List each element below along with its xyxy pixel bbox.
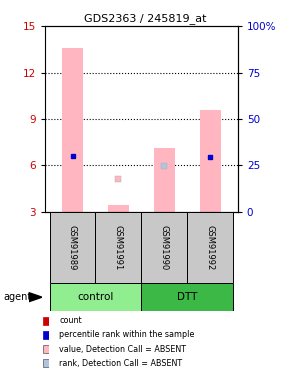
Text: count: count bbox=[59, 316, 82, 325]
Bar bbox=[95, 212, 142, 283]
Bar bbox=[108, 205, 129, 212]
Text: GSM91992: GSM91992 bbox=[206, 225, 215, 270]
Text: GSM91991: GSM91991 bbox=[114, 225, 123, 270]
Text: control: control bbox=[77, 292, 114, 302]
Text: GDS2363 / 245819_at: GDS2363 / 245819_at bbox=[84, 13, 206, 24]
Text: rank, Detection Call = ABSENT: rank, Detection Call = ABSENT bbox=[59, 359, 183, 368]
Text: value, Detection Call = ABSENT: value, Detection Call = ABSENT bbox=[59, 345, 186, 354]
Bar bbox=[50, 283, 142, 311]
Bar bbox=[142, 283, 233, 311]
Text: agent: agent bbox=[3, 292, 31, 302]
Text: GSM91990: GSM91990 bbox=[160, 225, 169, 270]
Text: GSM91989: GSM91989 bbox=[68, 225, 77, 270]
Bar bbox=[43, 360, 49, 367]
Text: DTT: DTT bbox=[177, 292, 197, 302]
Bar bbox=[50, 212, 95, 283]
Bar bbox=[154, 148, 175, 212]
Bar bbox=[62, 48, 83, 212]
Bar bbox=[200, 110, 221, 212]
Polygon shape bbox=[29, 292, 42, 302]
Bar bbox=[187, 212, 233, 283]
Text: percentile rank within the sample: percentile rank within the sample bbox=[59, 330, 195, 339]
Bar bbox=[43, 317, 49, 324]
Bar bbox=[43, 331, 49, 339]
Bar bbox=[142, 212, 187, 283]
Bar bbox=[43, 345, 49, 353]
